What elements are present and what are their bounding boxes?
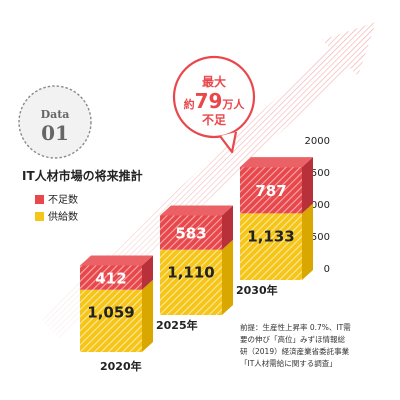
value-label-shortage: 787 (255, 182, 286, 200)
bar-shortage-front (160, 215, 222, 250)
legend-swatch-shortage (35, 195, 44, 204)
bar-shortage-front (240, 167, 302, 214)
y-tick-label: 0 (324, 264, 330, 275)
y-tick-label: 1500 (305, 168, 330, 179)
bar-supply-side (142, 279, 153, 352)
data-badge: Data 01 (18, 85, 92, 159)
callout-bubble: 最大 約79万人 不足 (172, 55, 256, 154)
bar-shortage-side (222, 205, 233, 250)
bar-supply-front (240, 213, 302, 280)
value-label-shortage: 412 (95, 270, 126, 288)
bar-shortage-side (142, 255, 153, 290)
category-label: 2020年 (100, 359, 142, 373)
data-badge-circle (18, 85, 92, 159)
bar-supply-side (302, 203, 313, 280)
bar-top-face (240, 157, 313, 168)
bar-supply-front (80, 289, 142, 352)
callout-pointer (219, 131, 238, 154)
legend-label-shortage: 不足数 (48, 193, 78, 206)
y-axis-ticks: 0 500 1000 1500 2000 (305, 136, 330, 275)
note-line-2: 要の伸び「高位」みずほ情報総 (240, 334, 345, 344)
value-label-supply: 1,133 (247, 227, 294, 245)
callout-line3: 不足 (202, 113, 226, 127)
data-badge-number: 01 (41, 121, 69, 145)
value-label-supply: 1,059 (87, 304, 134, 322)
callout-line2: 約79万人 (184, 89, 246, 113)
bar-supply-side (222, 239, 233, 315)
bar-shortage-side (302, 157, 313, 214)
source-note: 前提：生産性上昇率 0.7%、IT需 要の伸び「高位」みずほ情報総 研（2019… (240, 322, 351, 368)
category-label: 2030年 (236, 283, 278, 297)
value-label-shortage: 583 (175, 225, 206, 243)
bar-shortage-front (80, 265, 142, 290)
y-tick-label: 1000 (305, 200, 330, 211)
y-tick-label: 2000 (305, 136, 330, 147)
y-tick-label: 500 (311, 232, 330, 243)
bar-top-face (80, 255, 153, 266)
data-badge-label: Data (41, 108, 70, 121)
chart-title: IT人材市場の将来推計 (22, 168, 143, 183)
note-line-1: 前提：生産性上昇率 0.7%、IT需 (240, 322, 351, 332)
callout-line1: 最大 (202, 74, 226, 89)
callout-fill (175, 58, 253, 136)
category-label: 2025年 (156, 318, 198, 332)
legend-swatch-supply (35, 212, 44, 221)
bar-supply-front (160, 249, 222, 315)
bar-top-face (160, 205, 233, 216)
legend-label-supply: 供給数 (48, 210, 78, 223)
note-line-3: 研（2019）経済産業省委託事業 (240, 346, 350, 356)
legend: 不足数 供給数 (35, 193, 78, 223)
note-line-4: 「IT人材需給に関する調査」 (240, 358, 337, 368)
bars: 1,059 412 2020年 1,110 583 2025年 1,133 787 2030年 (80, 157, 313, 373)
value-label-supply: 1,110 (167, 264, 214, 282)
